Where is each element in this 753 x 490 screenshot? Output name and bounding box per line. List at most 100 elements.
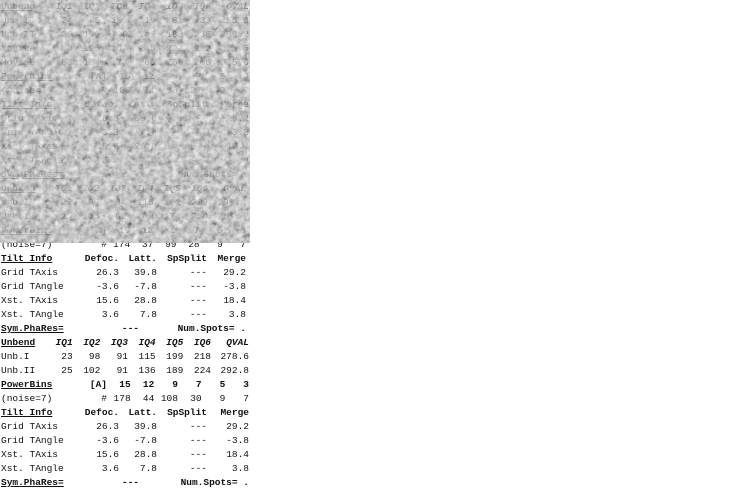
table-row: Sym.PhaRes=---Num.Spots= . (0, 476, 250, 490)
table-cell: 115 (129, 350, 157, 364)
table-cell: 18.4 (208, 448, 250, 462)
table-cell: Latt. (120, 252, 158, 266)
table-cell: --- (158, 462, 208, 476)
table-cell: 5 (203, 378, 227, 392)
table-cell: --- (158, 294, 208, 308)
table-cell: IQ3 (101, 336, 129, 350)
table-cell: IQ6 (184, 336, 212, 350)
table-cell: Xst. TAxis (0, 294, 72, 308)
table-cell: Sym.PhaRes= (0, 476, 80, 490)
table-cell: Unbend (0, 336, 46, 350)
table-cell: Grid TAngle (0, 280, 72, 294)
table-cell: 189 (157, 364, 185, 378)
table-cell: -7.8 (120, 434, 158, 448)
table-cell: -3.8 (208, 280, 247, 294)
table-row: Grid TAngle-3.6-7.8----3.8 (0, 280, 247, 294)
table-cell: 25 (46, 364, 74, 378)
table-cell: 28.8 (120, 294, 158, 308)
table-cell: Merge (208, 406, 250, 420)
table-cell: --- (158, 280, 208, 294)
table-row: (noise=7)#178441083097 (0, 392, 250, 406)
table-cell: IQ2 (74, 336, 102, 350)
noise-image (0, 0, 250, 243)
table-cell: 7 (179, 378, 203, 392)
table-cell: --- (80, 322, 140, 336)
table-cell: 9 (155, 378, 179, 392)
table-row: Unb.I239891115199218278.6 (0, 350, 250, 364)
table-cell: 3.6 (72, 308, 120, 322)
table-row: UnbendIQ1IQ2IQ3IQ4IQ5IQ6QVAL (0, 336, 250, 350)
table-cell: -3.6 (72, 280, 120, 294)
table-cell: Latt. (120, 406, 158, 420)
table-cell: 12 (132, 378, 156, 392)
table-cell: Tilt Info (0, 252, 72, 266)
table-cell: 3.8 (208, 308, 247, 322)
table-cell: 278.6 (212, 350, 250, 364)
table-cell: IQ4 (129, 336, 157, 350)
table-cell: 98 (74, 350, 102, 364)
table-cell: 26.3 (72, 266, 120, 280)
table-cell: PowerBins (0, 378, 68, 392)
table-cell: Grid TAngle (0, 434, 72, 448)
table: PowerBins[A]15129753(noise=7)#1784410830… (0, 378, 250, 406)
table-cell: --- (158, 434, 208, 448)
table-cell: (noise=7) (0, 392, 68, 406)
table-cell: Defoc. (72, 252, 120, 266)
table-cell: 29.2 (208, 420, 250, 434)
table-cell: 29.2 (208, 266, 247, 280)
table-cell: [A] (68, 378, 108, 392)
table-row: Xst. TAxis15.628.8---18.4 (0, 448, 250, 462)
table-cell: Tilt Info (0, 406, 72, 420)
table-cell: IQ5 (157, 336, 185, 350)
table-cell: 39.8 (120, 420, 158, 434)
table-cell: 30 (179, 392, 203, 406)
table-cell: --- (158, 420, 208, 434)
table-cell: Grid TAxis (0, 420, 72, 434)
table-cell: --- (158, 308, 208, 322)
table-cell: # (68, 392, 108, 406)
table-cell: 26.3 (72, 420, 120, 434)
table-cell: 15.6 (72, 448, 120, 462)
table-cell: 7 (226, 392, 250, 406)
table-cell: 218 (184, 350, 212, 364)
screen: UnbendIQ1IQ2IQ3IQ4IQ5IQ6QVALUnb.I2495101… (0, 0, 753, 435)
table-cell: 136 (129, 364, 157, 378)
table-cell: 28.8 (120, 448, 158, 462)
table-cell: 15 (108, 378, 132, 392)
table-cell: 15.6 (72, 294, 120, 308)
table-cell: Sym.PhaRes= (0, 322, 80, 336)
table-cell: 91 (101, 364, 129, 378)
table-cell: SpSplit (158, 406, 208, 420)
table: Sym.PhaRes=---Num.Spots= . (0, 322, 247, 336)
table-cell: Unb.I (0, 350, 46, 364)
table: UnbendIQ1IQ2IQ3IQ4IQ5IQ6QVALUnb.I2398911… (0, 336, 250, 378)
table-row: Sym.PhaRes=---Num.Spots= . (0, 322, 247, 336)
table-cell: 292.8 (212, 364, 250, 378)
micrograph (0, 0, 250, 243)
table-cell: Defoc. (72, 406, 120, 420)
table-cell: Num.Spots= . (140, 322, 247, 336)
table-cell: SpSplit (158, 252, 208, 266)
table-cell: -7.8 (120, 280, 158, 294)
table-cell: 3.6 (72, 462, 120, 476)
table-cell: Xst. TAngle (0, 462, 72, 476)
table-cell: 39.8 (120, 266, 158, 280)
table-row: Xst. TAxis15.628.8---18.4 (0, 294, 247, 308)
table-cell: Grid TAxis (0, 266, 72, 280)
table-cell: 7.8 (120, 308, 158, 322)
table-cell: Unb.II (0, 364, 46, 378)
table-cell: 108 (155, 392, 179, 406)
table-cell: Xst. TAxis (0, 448, 72, 462)
table-cell: Merge (208, 252, 247, 266)
table-cell: 3.8 (208, 462, 250, 476)
